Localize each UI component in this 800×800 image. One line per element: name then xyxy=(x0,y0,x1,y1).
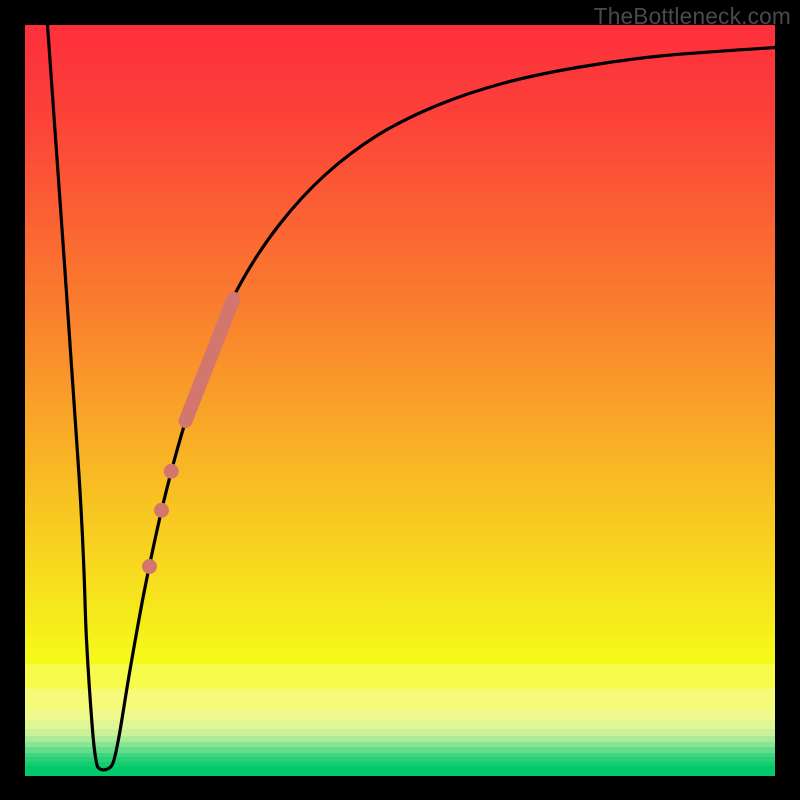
highlight-dot xyxy=(154,503,169,518)
highlight-dot xyxy=(164,464,179,479)
watermark-text: TheBottleneck.com xyxy=(594,3,791,30)
chart-frame: TheBottleneck.com xyxy=(0,0,800,800)
plot-area xyxy=(25,25,775,775)
highlight-segment xyxy=(186,299,234,421)
bottleneck-curve xyxy=(48,25,776,770)
highlight-dot xyxy=(142,559,157,574)
curve-layer xyxy=(25,25,775,775)
